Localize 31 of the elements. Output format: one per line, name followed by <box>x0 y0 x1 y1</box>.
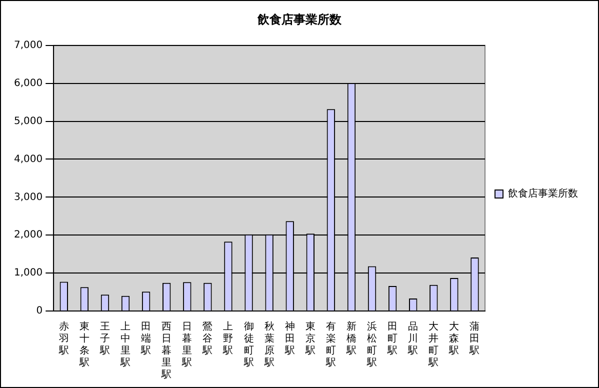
x-tick-label: 品川駅 <box>407 322 418 357</box>
x-tick-label: 田町駅 <box>386 322 398 357</box>
x-tick-label: 蒲田駅 <box>468 320 480 357</box>
x-tick-label: 東京駅 <box>304 320 316 357</box>
legend-label: 飲食店事業所数 <box>508 188 578 200</box>
x-tick-label: 日暮里駅 <box>181 322 192 369</box>
x-tick-label: 神田駅 <box>284 320 295 357</box>
x-tick-label: 田端駅 <box>140 322 152 357</box>
y-tick-label: 4,000 <box>14 154 43 165</box>
y-tick-label: 2,000 <box>14 230 43 241</box>
y-tick-label: 6,000 <box>14 78 43 89</box>
x-tick-label: 西日暮里駅 <box>160 322 172 381</box>
chart-title: 飲食店事業所数 <box>256 12 342 26</box>
y-tick-label: 7,000 <box>14 40 43 51</box>
x-tick-label: 秋葉原駅 <box>263 320 274 369</box>
y-tick-label: 0 <box>36 306 43 317</box>
y-tick-label: 3,000 <box>14 192 43 203</box>
x-tick-label: 新橋駅 <box>345 320 356 357</box>
x-tick-label: 王子駅 <box>98 322 110 357</box>
y-tick-label: 5,000 <box>14 116 43 127</box>
x-tick-label: 御徒町駅 <box>242 322 254 369</box>
x-tick-label: 大井町駅 <box>428 320 439 369</box>
x-tick-label: 鶯谷駅 <box>202 320 213 357</box>
x-tick-label: 東十条駅 <box>78 320 90 369</box>
x-tick-label: 赤羽駅 <box>58 320 69 357</box>
x-tick-label: 有楽町駅 <box>324 320 336 369</box>
x-tick-label: 大森駅 <box>448 320 460 357</box>
x-tick-label: 上野駅 <box>222 320 234 357</box>
x-tick-label: 浜松町駅 <box>366 320 378 369</box>
y-tick-label: 1,000 <box>14 268 43 279</box>
x-tick-label: 上中里駅 <box>120 320 131 369</box>
